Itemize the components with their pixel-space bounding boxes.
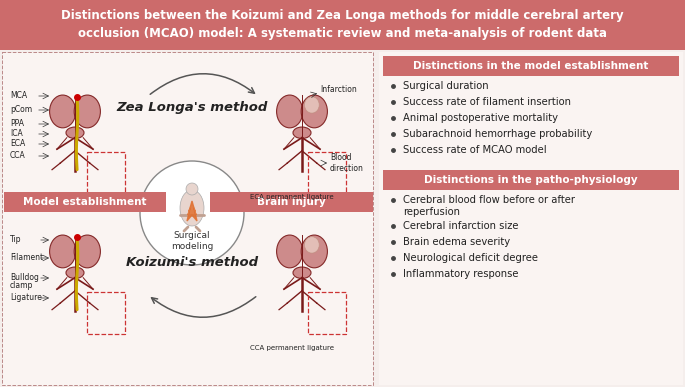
- Text: Filament: Filament: [10, 253, 43, 262]
- Text: Model establishment: Model establishment: [23, 197, 147, 207]
- Text: Surgical duration: Surgical duration: [403, 81, 488, 91]
- Bar: [2, 52, 373, 385]
- Bar: [383, 56, 679, 76]
- Ellipse shape: [277, 95, 303, 128]
- Text: ECA permanent ligature: ECA permanent ligature: [250, 194, 334, 200]
- Text: Distinctions in the model establishment: Distinctions in the model establishment: [413, 61, 649, 71]
- Text: PPA: PPA: [10, 120, 24, 128]
- Bar: [87, 152, 125, 194]
- Ellipse shape: [186, 183, 198, 195]
- Text: Brain injury: Brain injury: [257, 197, 326, 207]
- Text: Ligature: Ligature: [10, 293, 42, 303]
- Text: Bulldog: Bulldog: [10, 274, 39, 283]
- Ellipse shape: [304, 237, 319, 253]
- Text: Inflammatory response: Inflammatory response: [403, 269, 519, 279]
- Bar: [210, 192, 373, 212]
- Text: Tip: Tip: [10, 236, 21, 245]
- Bar: [308, 292, 346, 334]
- Text: Neurological deficit degree: Neurological deficit degree: [403, 253, 538, 263]
- Text: Zea Longa's method: Zea Longa's method: [116, 101, 268, 115]
- Text: Subarachnoid hemorrhage probability: Subarachnoid hemorrhage probability: [403, 129, 593, 139]
- Text: Success rate of MCAO model: Success rate of MCAO model: [403, 145, 547, 155]
- Bar: [383, 170, 679, 190]
- Bar: [379, 52, 683, 385]
- Text: Animal postoperative mortality: Animal postoperative mortality: [403, 113, 558, 123]
- Text: Brain edema severity: Brain edema severity: [403, 237, 510, 247]
- Ellipse shape: [66, 267, 84, 279]
- Text: Success rate of filament insertion: Success rate of filament insertion: [403, 97, 571, 107]
- Bar: [87, 292, 125, 334]
- Text: clamp: clamp: [10, 281, 34, 291]
- Text: CCA: CCA: [10, 151, 26, 161]
- Text: Distinctions between the Koizumi and Zea Longa methods for middle cerebral arter: Distinctions between the Koizumi and Zea…: [61, 10, 624, 22]
- Text: Distinctions in the patho-physiology: Distinctions in the patho-physiology: [424, 175, 638, 185]
- Ellipse shape: [304, 97, 319, 113]
- Ellipse shape: [49, 95, 76, 128]
- Circle shape: [140, 161, 244, 265]
- Text: Blood
direction: Blood direction: [330, 153, 364, 173]
- Text: Cerebral blood flow before or after: Cerebral blood flow before or after: [403, 195, 575, 205]
- Ellipse shape: [74, 95, 101, 128]
- Ellipse shape: [301, 235, 327, 268]
- Text: Cerebral infarction size: Cerebral infarction size: [403, 221, 519, 231]
- Text: occlusion (MCAO) model: A systematic review and meta-analysis of rodent data: occlusion (MCAO) model: A systematic rev…: [78, 27, 607, 41]
- Text: reperfusion: reperfusion: [403, 207, 460, 217]
- Text: ICA: ICA: [10, 130, 23, 139]
- Text: ECA: ECA: [10, 139, 25, 149]
- Ellipse shape: [293, 267, 311, 279]
- Ellipse shape: [293, 127, 311, 139]
- Text: pCom: pCom: [10, 106, 32, 115]
- Ellipse shape: [277, 235, 303, 268]
- Bar: [0, 0, 685, 50]
- Text: Koizumi's method: Koizumi's method: [126, 255, 258, 269]
- Polygon shape: [187, 201, 197, 221]
- Ellipse shape: [180, 190, 204, 226]
- Text: CCA permanent ligature: CCA permanent ligature: [250, 345, 334, 351]
- Ellipse shape: [301, 95, 327, 128]
- Text: MCA: MCA: [10, 91, 27, 101]
- Ellipse shape: [66, 127, 84, 139]
- Ellipse shape: [74, 235, 101, 268]
- Text: Surgical
modeling: Surgical modeling: [171, 231, 213, 252]
- Bar: [4, 192, 166, 212]
- Ellipse shape: [49, 235, 76, 268]
- Bar: [308, 152, 346, 194]
- Text: Infarction: Infarction: [320, 86, 357, 94]
